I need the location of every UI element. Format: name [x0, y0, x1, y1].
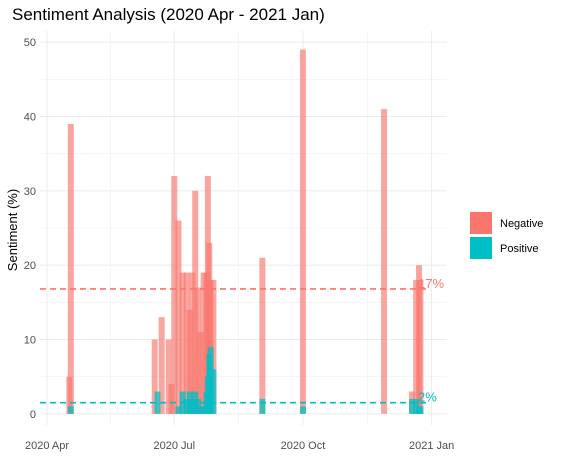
bar-negative — [259, 257, 266, 414]
y-tick-label: 20 — [24, 260, 36, 272]
bar-positive — [67, 406, 74, 414]
x-tick-label: 2020 Oct — [281, 440, 326, 452]
bar-positive — [417, 406, 424, 414]
x-tick-label: 2020 Apr — [25, 440, 69, 452]
bar-positive — [175, 406, 182, 414]
bar-positive — [154, 391, 161, 414]
bar-positive — [210, 369, 217, 414]
y-axis-label: Sentiment (%) — [5, 189, 20, 271]
bars — [66, 49, 424, 414]
y-axis-ticks: 0 10 20 30 40 50 — [24, 37, 36, 421]
legend: Negative Positive — [470, 212, 543, 259]
x-tick-label: 2021 Jan — [409, 440, 454, 452]
y-tick-label: 40 — [24, 111, 36, 123]
bar-positive — [299, 406, 306, 414]
bar-negative — [165, 339, 172, 414]
bar-negative — [381, 109, 388, 414]
bar-negative — [67, 123, 74, 414]
bar-negative — [171, 175, 178, 414]
bar-negative — [175, 220, 182, 414]
legend-swatch-negative — [470, 212, 492, 234]
y-tick-label: 10 — [24, 335, 36, 347]
x-axis-ticks: 2020 Apr 2020 Jul 2020 Oct 2021 Jan — [25, 440, 454, 452]
bar-negative — [158, 317, 165, 414]
bar-positive — [409, 398, 416, 414]
bar-positive — [259, 398, 266, 414]
y-tick-label: 50 — [24, 37, 36, 49]
bar-negative — [179, 272, 186, 414]
bar-negative — [151, 339, 158, 414]
y-tick-label: 30 — [24, 186, 36, 198]
mean-label-positive: 2% — [418, 390, 437, 405]
legend-label-negative: Negative — [500, 218, 543, 230]
legend-label-positive: Positive — [500, 243, 539, 255]
chart-title: Sentiment Analysis (2020 Apr - 2021 Jan) — [12, 5, 325, 24]
bar-negative — [417, 280, 424, 414]
y-tick-label: 0 — [30, 409, 36, 421]
legend-swatch-positive — [470, 237, 492, 259]
x-tick-label: 2020 Jul — [153, 440, 195, 452]
bar-negative — [299, 49, 306, 414]
mean-label-negative: 17% — [418, 276, 444, 291]
mean-lines: 17% 2% — [40, 276, 444, 405]
